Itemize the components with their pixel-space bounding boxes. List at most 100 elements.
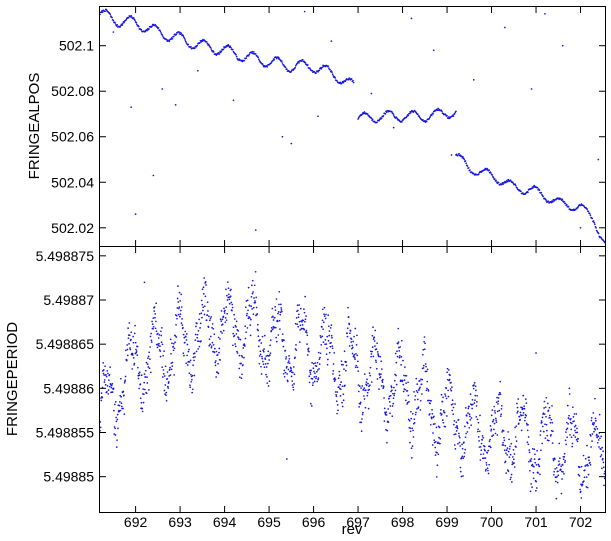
bottom-panel-point <box>298 320 301 323</box>
top-panel-point <box>409 111 412 114</box>
bottom-panel-point <box>327 325 330 328</box>
bottom-panel-point <box>209 343 211 346</box>
bottom-panel-point <box>457 442 459 445</box>
bottom-panel-point <box>323 306 326 309</box>
bottom-panel-point <box>152 317 155 319</box>
top-panel-point <box>505 181 508 183</box>
bottom-panel-point <box>517 422 520 425</box>
top-panel-point <box>241 60 244 63</box>
bottom-panel-point <box>408 419 411 422</box>
bottom-panel-point <box>164 384 167 386</box>
bottom-panel-point <box>296 304 299 307</box>
bottom-panel-point <box>362 388 365 391</box>
top-panel-point <box>280 60 283 62</box>
bottom-panel-point <box>410 457 413 459</box>
bottom-panel-point <box>161 376 164 378</box>
bottom-panel-point <box>315 377 317 380</box>
bottom-panel-point <box>400 339 403 342</box>
bottom-panel-point <box>490 428 493 431</box>
bottom-panel-point <box>494 417 497 420</box>
bottom-panel-point <box>328 330 331 332</box>
top-panel-point <box>210 48 213 50</box>
bottom-panel-point <box>452 423 455 426</box>
bottom-panel-point <box>533 465 535 468</box>
bottom-panel-point <box>156 346 159 349</box>
bottom-panel-point <box>423 348 426 351</box>
bottom-panel-point <box>423 340 425 343</box>
bottom-panel-point <box>484 457 487 459</box>
bottom-panel-point <box>444 395 447 397</box>
bottom-panel-point <box>272 315 274 318</box>
bottom-panel-point <box>534 453 536 456</box>
bottom-panel-point <box>143 393 145 396</box>
bottom-panel-point <box>385 428 387 431</box>
top-panel-point <box>495 181 498 183</box>
top-panel-point <box>408 112 411 115</box>
bottom-panel-point <box>160 334 163 337</box>
bottom-panel-point <box>321 308 324 311</box>
bottom-panel-point <box>581 483 584 486</box>
bottom-panel-point <box>418 387 421 390</box>
bottom-panel-point <box>126 348 129 351</box>
bottom-panel-point <box>264 358 267 361</box>
top-panel-y-tick-label: 502.08 <box>51 83 94 99</box>
bottom-panel-point <box>158 334 161 336</box>
top-panel-point <box>362 112 365 115</box>
top-panel-point <box>308 67 311 69</box>
bottom-panel-point <box>572 434 575 437</box>
bottom-panel-point <box>286 380 289 383</box>
bottom-panel-point <box>315 365 318 367</box>
bottom-panel-point <box>287 360 290 362</box>
bottom-panel-point <box>152 325 155 328</box>
bottom-panel-point <box>427 390 430 392</box>
bottom-panel-point <box>535 463 538 466</box>
bottom-panel-point <box>154 313 157 315</box>
bottom-panel-point <box>431 408 433 411</box>
top-panel-point <box>561 198 564 201</box>
bottom-panel-point <box>102 361 105 364</box>
bottom-panel-point <box>248 304 251 307</box>
bottom-panel-point <box>529 469 531 472</box>
bottom-panel-point <box>548 414 551 417</box>
bottom-panel-point <box>597 439 600 441</box>
top-panel-point <box>597 232 600 235</box>
x-tick-label: 702 <box>569 514 593 530</box>
bottom-panel-point <box>224 317 227 319</box>
bottom-panel-point <box>385 411 388 413</box>
bottom-panel-point <box>133 362 136 365</box>
bottom-panel-point <box>567 423 569 425</box>
bottom-panel-point <box>314 372 316 375</box>
top-panel-point <box>174 104 177 106</box>
bottom-panel-point <box>358 406 360 408</box>
bottom-panel-point <box>479 446 482 448</box>
bottom-panel-point <box>583 469 586 472</box>
bottom-panel-point <box>477 428 479 431</box>
bottom-panel-point <box>558 460 560 463</box>
bottom-panel-point <box>173 347 176 350</box>
bottom-panel-point <box>114 427 116 430</box>
bottom-panel-point <box>493 422 496 425</box>
top-panel-point <box>536 186 539 189</box>
top-panel-point <box>132 17 135 19</box>
top-panel-point <box>478 173 480 175</box>
bottom-panel-point <box>228 298 231 301</box>
bottom-panel-point <box>339 383 342 386</box>
bottom-panel-point <box>425 389 428 392</box>
bottom-panel-point <box>239 338 242 341</box>
bottom-panel-point <box>135 350 138 352</box>
bottom-panel-point <box>149 371 152 374</box>
top-panel-point <box>428 117 431 120</box>
bottom-panel-point <box>356 334 358 337</box>
bottom-panel-point <box>416 408 418 410</box>
top-panel-point <box>184 40 187 43</box>
bottom-panel-point <box>114 434 117 436</box>
bottom-panel-point <box>149 346 152 348</box>
top-panel-point <box>462 156 464 158</box>
bottom-panel-point <box>528 460 530 463</box>
bottom-panel-point <box>175 314 178 317</box>
top-panel-point <box>406 115 408 118</box>
bottom-panel-point <box>338 370 341 373</box>
bottom-panel-point <box>335 400 338 403</box>
bottom-panel-point <box>332 373 334 375</box>
bottom-panel-point <box>231 306 234 309</box>
